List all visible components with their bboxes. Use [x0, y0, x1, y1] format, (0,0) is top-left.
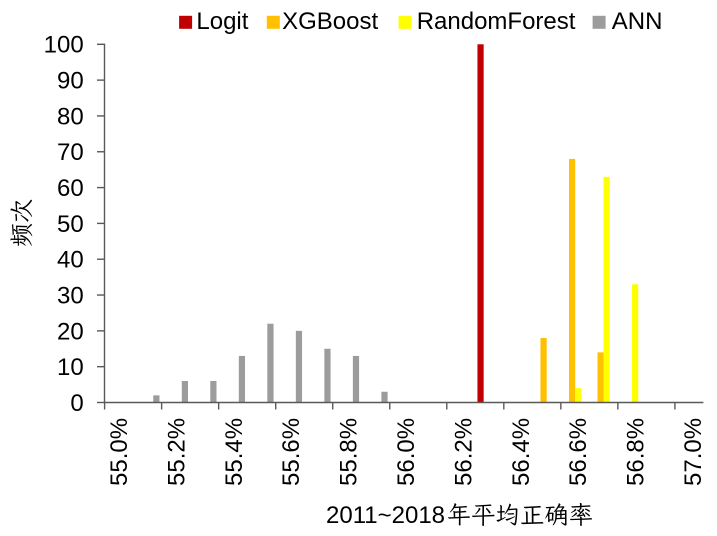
svg-text:10: 10	[57, 354, 84, 381]
svg-text:100: 100	[44, 32, 84, 59]
svg-text:56.0%: 56.0%	[393, 418, 420, 486]
svg-text:40: 40	[57, 247, 84, 274]
svg-text:56.2%: 56.2%	[450, 418, 477, 486]
svg-text:50: 50	[57, 211, 84, 238]
svg-text:57.0%: 57.0%	[680, 418, 707, 486]
svg-text:2011~2018: 2011~2018	[326, 502, 445, 529]
svg-text:55.8%: 55.8%	[336, 418, 363, 486]
svg-text:80: 80	[57, 103, 84, 130]
svg-text:56.6%: 56.6%	[565, 418, 592, 486]
svg-text:55.2%: 55.2%	[163, 418, 190, 486]
svg-text:Logit: Logit	[196, 8, 248, 35]
svg-text:70: 70	[57, 139, 84, 166]
svg-text:ANN: ANN	[612, 8, 663, 35]
svg-text:56.8%: 56.8%	[623, 418, 650, 486]
svg-text:20: 20	[57, 318, 84, 345]
svg-text:XGBoost: XGBoost	[282, 8, 378, 35]
svg-text:55.0%: 55.0%	[106, 418, 133, 486]
svg-text:55.6%: 55.6%	[278, 418, 305, 486]
svg-text:60: 60	[57, 175, 84, 202]
svg-text:90: 90	[57, 68, 84, 95]
svg-text:56.4%: 56.4%	[508, 418, 535, 486]
svg-text:55.4%: 55.4%	[221, 418, 248, 486]
svg-text:0: 0	[70, 390, 83, 417]
svg-text:RandomForest: RandomForest	[417, 8, 576, 35]
svg-text:30: 30	[57, 282, 84, 309]
